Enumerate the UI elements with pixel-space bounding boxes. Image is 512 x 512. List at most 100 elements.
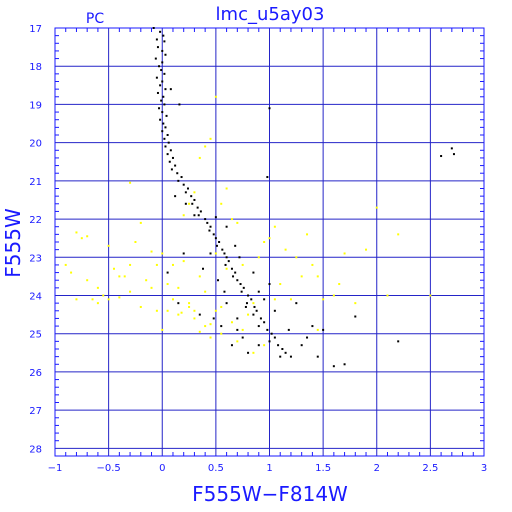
data-point xyxy=(168,160,171,163)
data-point xyxy=(279,283,282,286)
data-point xyxy=(204,218,207,221)
data-point xyxy=(232,275,235,278)
data-point xyxy=(161,61,164,64)
data-point xyxy=(129,181,132,184)
data-point xyxy=(214,309,217,312)
data-point xyxy=(354,315,357,318)
y-tick-label: 17 xyxy=(29,24,42,35)
data-point xyxy=(152,27,155,29)
y-tick-label: 25 xyxy=(29,330,42,341)
data-point xyxy=(252,302,255,305)
data-point xyxy=(196,206,199,209)
data-point xyxy=(268,107,271,110)
data-point xyxy=(164,53,167,56)
data-point xyxy=(184,202,187,205)
data-point xyxy=(452,153,455,156)
data-point xyxy=(343,252,346,255)
data-point xyxy=(214,252,217,255)
data-point xyxy=(166,271,169,274)
data-point xyxy=(209,225,212,228)
data-point xyxy=(174,195,177,198)
data-point xyxy=(253,305,256,308)
data-point xyxy=(163,103,166,106)
data-point xyxy=(188,202,191,205)
data-point xyxy=(188,302,191,305)
data-point xyxy=(150,286,153,289)
data-point xyxy=(247,294,250,297)
data-points xyxy=(64,27,455,368)
data-point xyxy=(64,263,67,266)
y-tick-label: 18 xyxy=(29,62,42,73)
data-point xyxy=(450,147,453,150)
data-point xyxy=(236,328,239,331)
data-point xyxy=(167,141,170,144)
data-point xyxy=(159,30,162,33)
data-point xyxy=(263,321,266,324)
data-point xyxy=(214,237,217,240)
data-point xyxy=(177,313,180,316)
data-point xyxy=(162,95,165,98)
data-point xyxy=(177,286,180,289)
data-point xyxy=(295,302,298,305)
data-point xyxy=(169,149,172,152)
data-point xyxy=(164,126,167,129)
data-point xyxy=(214,216,217,219)
data-point xyxy=(375,206,378,209)
data-point xyxy=(214,95,217,98)
x-tick-label: −1 xyxy=(48,463,63,474)
data-point xyxy=(197,214,200,217)
data-point xyxy=(218,241,221,243)
data-point xyxy=(332,294,335,297)
data-point xyxy=(263,241,266,243)
y-tick-label: 23 xyxy=(29,253,42,264)
y-tick-label: 19 xyxy=(29,100,42,111)
data-point xyxy=(160,69,163,72)
data-point xyxy=(220,332,223,335)
data-point xyxy=(204,145,207,148)
data-point xyxy=(230,218,233,221)
data-point xyxy=(162,34,165,37)
data-point xyxy=(155,309,158,312)
data-point xyxy=(129,290,132,293)
data-point xyxy=(156,91,159,94)
data-point xyxy=(169,88,172,91)
data-point xyxy=(300,275,303,278)
y-tick-label: 28 xyxy=(29,444,42,455)
data-point xyxy=(268,283,271,286)
data-point xyxy=(161,111,164,114)
data-point xyxy=(193,191,196,194)
data-point xyxy=(199,210,202,213)
data-point xyxy=(170,168,173,171)
data-point xyxy=(154,57,157,60)
data-point xyxy=(177,179,180,182)
data-point xyxy=(268,340,271,343)
data-point xyxy=(145,279,148,282)
data-point xyxy=(198,313,201,316)
data-point xyxy=(198,275,201,278)
data-point xyxy=(134,241,137,243)
data-point xyxy=(190,195,193,198)
data-point xyxy=(160,99,163,102)
data-point xyxy=(118,275,121,278)
data-point xyxy=(316,355,319,358)
data-point xyxy=(129,263,132,266)
x-tick-label: −0.5 xyxy=(96,463,120,474)
data-point xyxy=(180,176,183,179)
x-tick-label: 0.5 xyxy=(208,463,224,474)
data-point xyxy=(440,155,443,158)
data-point xyxy=(230,321,233,324)
data-point xyxy=(252,351,255,354)
data-point xyxy=(259,317,262,320)
data-point xyxy=(316,275,319,278)
data-point xyxy=(186,187,189,190)
data-point xyxy=(112,267,115,270)
data-point xyxy=(161,252,164,255)
data-point xyxy=(177,302,180,305)
data-point xyxy=(266,328,269,331)
data-point xyxy=(236,221,239,224)
data-point xyxy=(171,263,174,266)
data-point xyxy=(212,233,215,236)
data-point xyxy=(343,363,346,366)
data-point xyxy=(263,298,266,301)
